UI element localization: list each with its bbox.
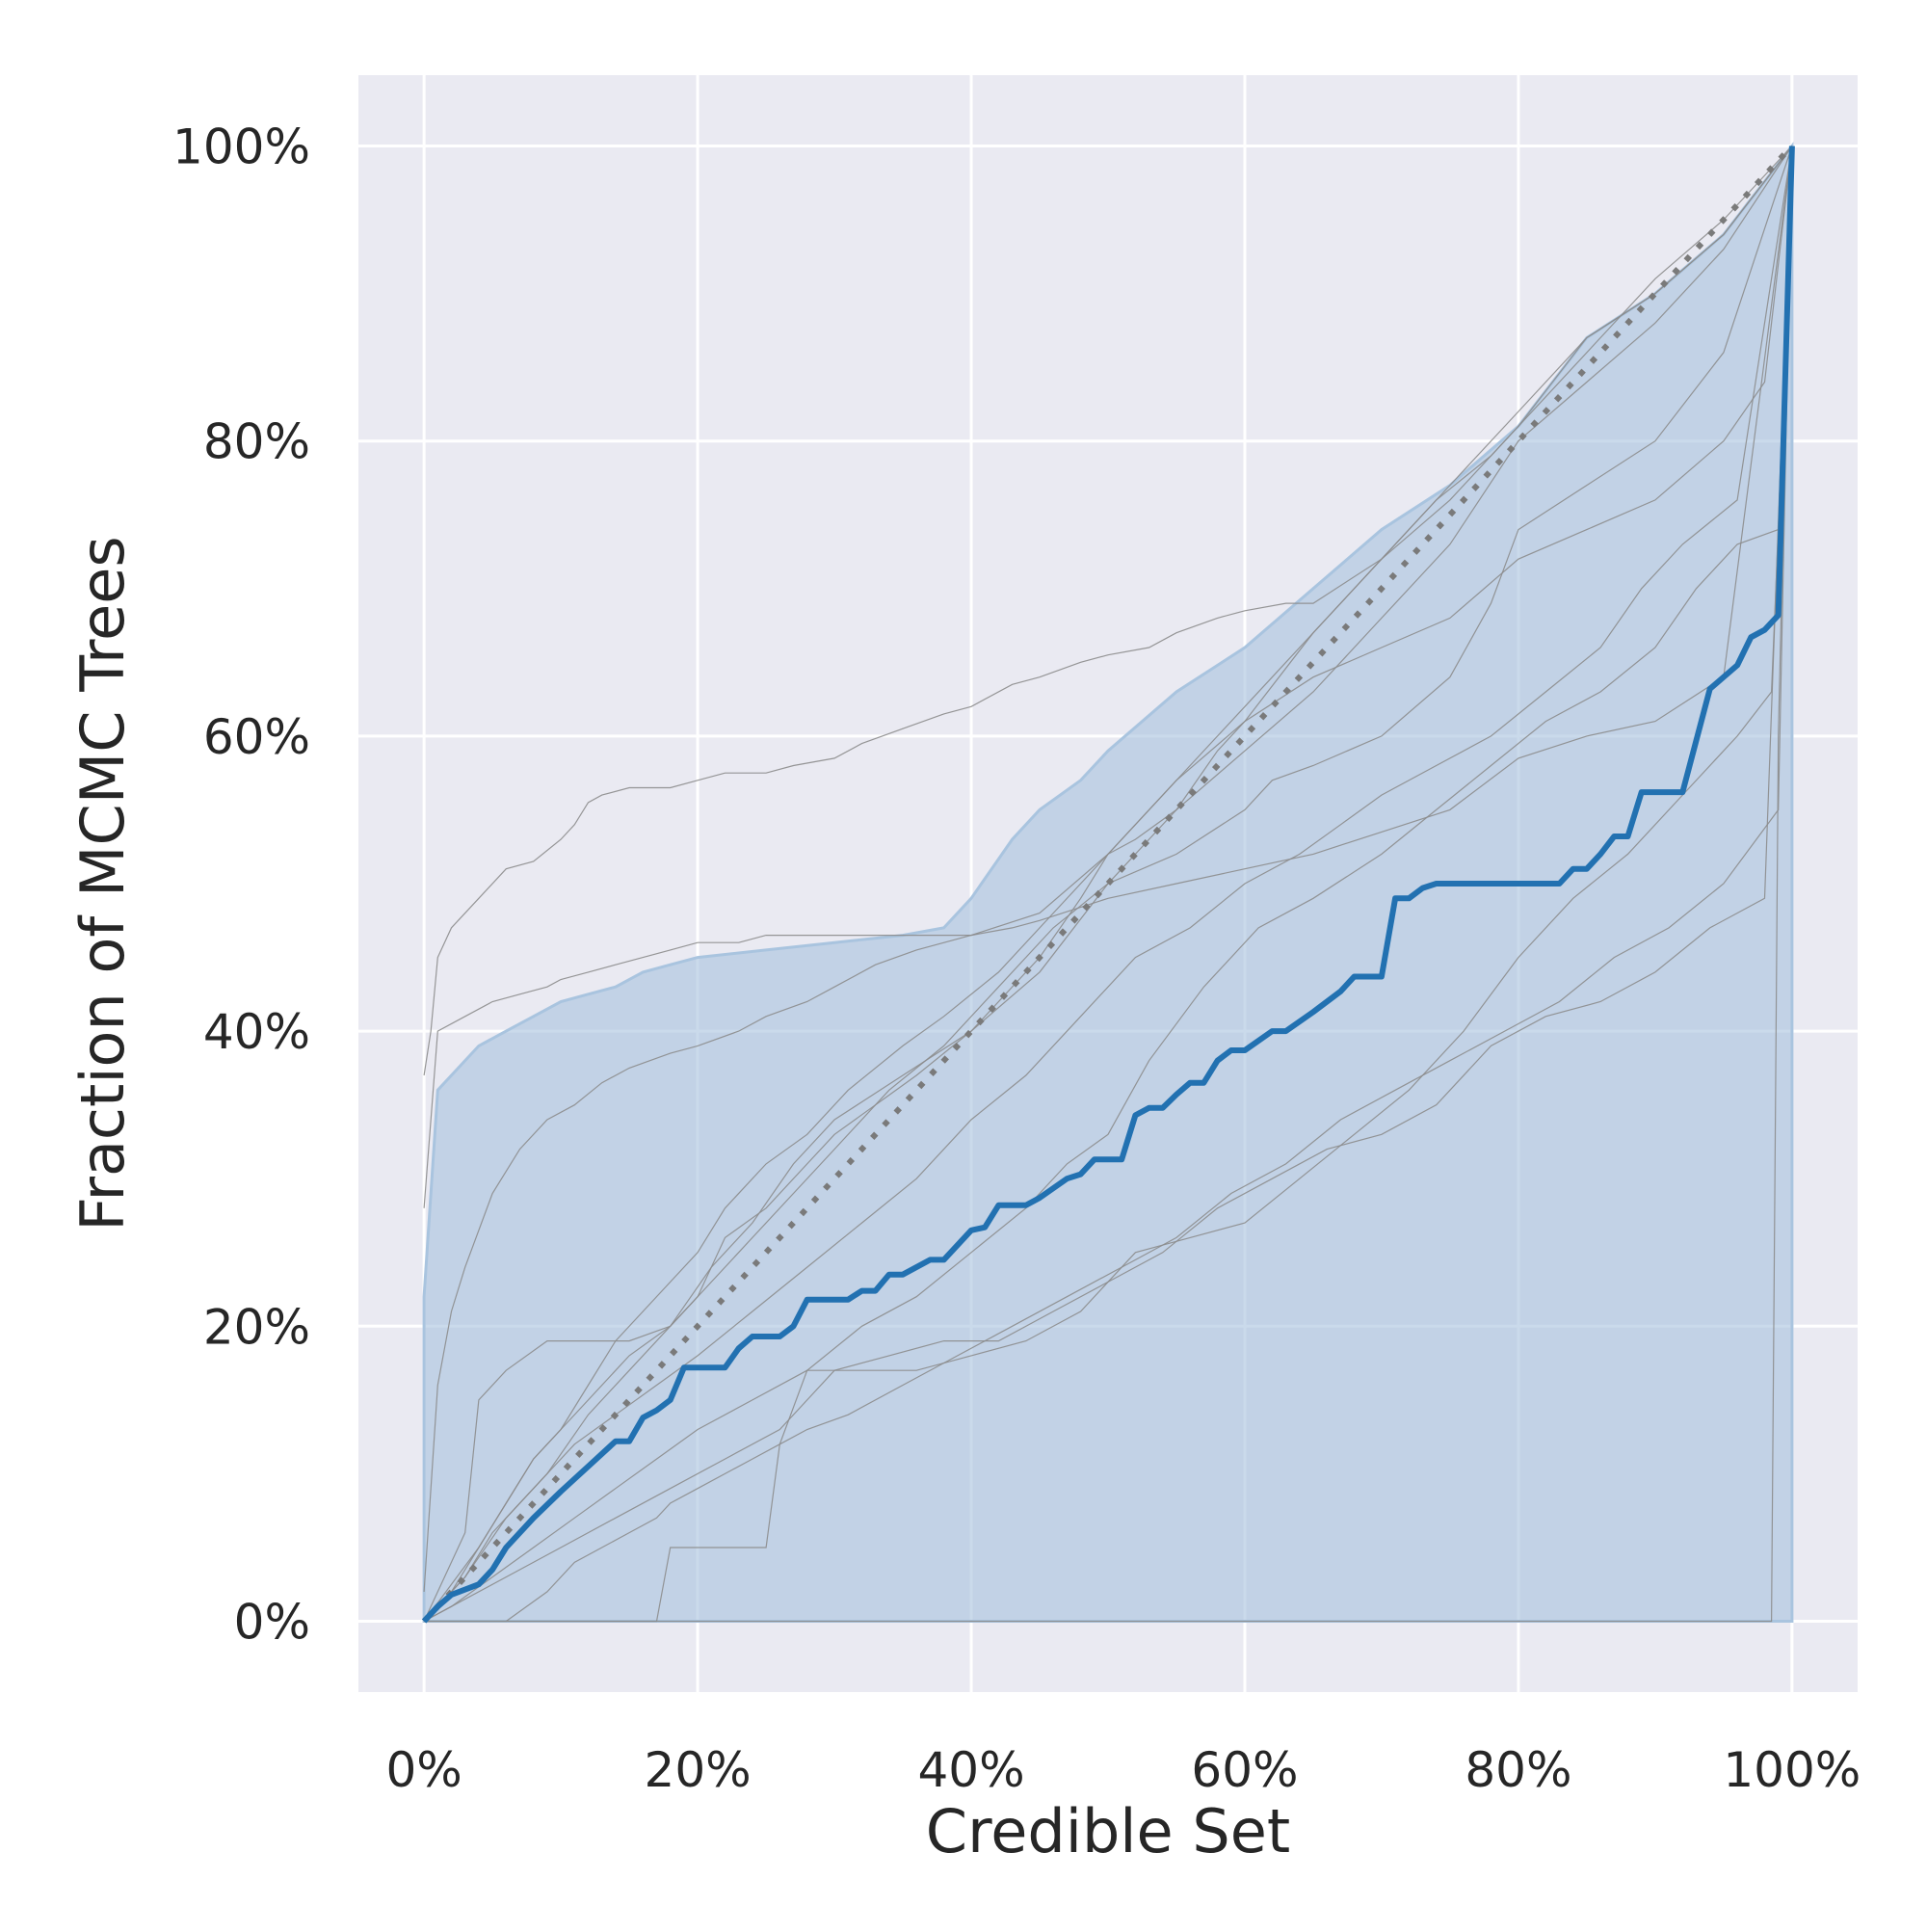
replicate-line (424, 146, 1793, 1623)
x-tick-label: 60% (1191, 1742, 1298, 1798)
y-tick-label: 80% (203, 414, 310, 470)
x-tick-label: 100% (1723, 1742, 1861, 1798)
y-tick-label: 20% (203, 1299, 310, 1355)
x-tick-label: 0% (385, 1742, 462, 1798)
y-tick-label: 0% (234, 1595, 310, 1651)
replicate-line (423, 146, 1793, 1623)
replicate-line (423, 146, 1793, 1622)
replicate-line (423, 146, 1793, 1622)
replicate-line (423, 146, 1793, 1208)
reference-diagonal (421, 144, 1795, 1624)
replicate-line (423, 146, 1793, 1622)
replicate-line (423, 146, 1793, 1592)
reference-line (421, 144, 1795, 1624)
x-tick-labels: 0% 20% 40% 60% 80% 100% (385, 1742, 1861, 1798)
replicate-line (423, 146, 1793, 1623)
mean-line (421, 146, 1795, 1624)
y-tick-label: 60% (203, 709, 310, 765)
replicate-line (423, 146, 1793, 1076)
y-axis-title: Fraction of MCMC Trees (67, 536, 138, 1231)
y-tick-label: 40% (203, 1004, 310, 1060)
replicate-line (423, 146, 1793, 1622)
mean-line-group (421, 146, 1795, 1624)
x-tick-label: 80% (1465, 1742, 1571, 1798)
y-tick-label: 100% (172, 119, 310, 174)
y-tick-labels: 0% 20% 40% 60% 80% 100% (172, 119, 310, 1650)
x-axis-title: Credible Set (926, 1796, 1290, 1866)
x-tick-label: 20% (645, 1742, 752, 1798)
x-tick-label: 40% (917, 1742, 1024, 1798)
